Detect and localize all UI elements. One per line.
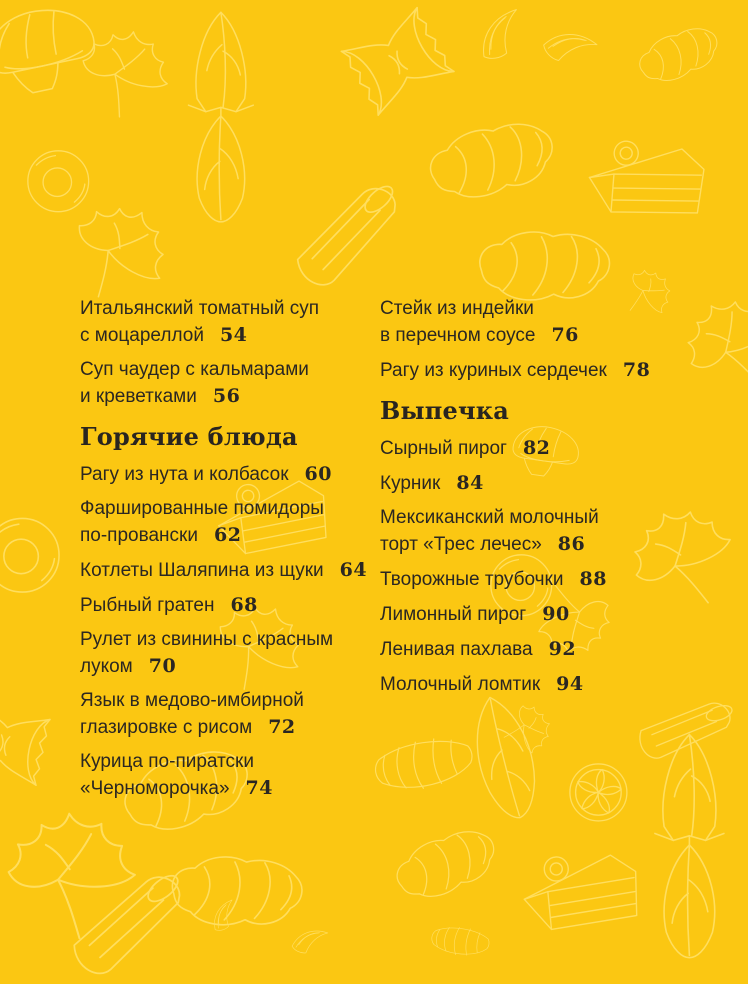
toc-section-soups: Итальянский томатный суп с моцареллой 54 … (80, 296, 376, 410)
gemelli-twist-illustration (476, 227, 613, 307)
section-heading: Горячие блюда (80, 422, 298, 451)
conchiglie-shell-illustration (371, 732, 477, 797)
toc-item-title: Творожные трубочки (380, 569, 564, 590)
toc-section-hot-dishes-continued: Стейк из индейки в перечном соусе 76 Рагу… (380, 296, 700, 384)
toc-item-page-number: 70 (148, 655, 177, 677)
toc-item: Итальянский томатный суп с моцареллой 54 (80, 296, 376, 349)
toc-item: Язык в медово-имбирной глазировке с рисо… (80, 688, 376, 741)
toc-item-page-number: 62 (213, 524, 242, 546)
toc-item-title: Мексиканский молочный (380, 507, 599, 528)
toc-item-title: Рагу из нута и колбасок (80, 464, 289, 485)
toc-item-title: «Черноморочка» (80, 778, 230, 799)
toc-section-baking: Выпечка Сырный пирог 82 Курник 84 Мексикан… (380, 396, 700, 698)
farfalle-illustration (340, 6, 455, 116)
olive-ring-illustration (27, 150, 90, 213)
toc-item: Мексиканский молочный торт «Трес лечес» 8… (380, 505, 700, 558)
cake-slice-illustration (585, 137, 707, 222)
toc-item-title: Язык в медово-имбирной (80, 690, 304, 711)
toc-item: Рыбный гратен 68 (80, 592, 376, 619)
olive-ring-illustration (0, 517, 60, 593)
toc-column-left: Итальянский томатный суп с моцареллой 54 … (80, 296, 376, 810)
toc-section-hot-dishes: Горячие блюда Рагу из нута и колбасок 60 … (80, 422, 376, 802)
gemelli-twist-illustration (389, 823, 504, 907)
toc-item-title: торт «Трес лечес» (380, 534, 542, 555)
leaf-crescent-illustration (540, 19, 598, 75)
toc-item-title: Сырный пирог (380, 438, 507, 459)
toc-item-title: в перечном соусе (380, 325, 536, 346)
farfalle-illustration (0, 702, 51, 786)
toc-item-page-number: 82 (522, 437, 551, 459)
toc-item-page-number: 90 (542, 603, 570, 625)
toc-item-page-number: 78 (622, 359, 651, 381)
toc-item-page-number: 72 (268, 716, 296, 738)
toc-item-title: глазировке с рисом (80, 717, 253, 738)
conchiglie-shell-illustration (429, 923, 492, 960)
toc-item: Суп чаудер с кальмарами и креветками 56 (80, 357, 376, 410)
toc-item: Курица по-пиратски «Черноморочка» 74 (80, 749, 376, 802)
toc-item-title: Курица по-пиратски (80, 751, 254, 772)
toc-item: Лимонный пирог 90 (380, 601, 700, 628)
toc-item-title: Молочный ломтик (380, 674, 541, 695)
toc-item-title: Итальянский томатный суп (80, 298, 320, 319)
toc-item-page-number: 76 (551, 324, 579, 346)
gemelli-twist-illustration (633, 22, 725, 89)
toc-item-page-number: 56 (212, 385, 241, 407)
toc-item: Рулет из свинины с красным луком 70 (80, 627, 376, 680)
toc-item: Фаршированные помидоры по-провански 62 (80, 496, 376, 549)
toc-item-title: Рагу из куриных сердечек (380, 360, 607, 381)
toc-item: Стейк из индейки в перечном соусе 76 (380, 296, 700, 349)
toc-item: Ленивая пахлава 92 (380, 636, 700, 663)
penne-illustration (294, 172, 399, 293)
toc-item: Курник 84 (380, 470, 700, 497)
toc-item-title: Стейк из индейки (380, 298, 534, 319)
toc-item: Котлеты Шаляпина из щуки 64 (80, 557, 376, 584)
toc-item-title: Фаршированные помидоры (80, 498, 324, 519)
basil-leaf-illustration (463, 690, 546, 825)
toc-item: Рагу из куриных сердечек 78 (380, 357, 700, 384)
toc-item-page-number: 54 (219, 324, 248, 346)
caramella-pasta-illustration (187, 11, 255, 223)
leaf-crescent-illustration (290, 924, 329, 959)
parsley-leaf-illustration (77, 26, 173, 123)
toc-item-page-number: 94 (556, 673, 584, 695)
penne-illustration (69, 855, 186, 984)
toc-item-title: Лимонный пирог (380, 604, 527, 625)
gemelli-twist-illustration (167, 850, 306, 934)
caramella-pasta-illustration (654, 733, 725, 959)
gemelli-twist-illustration (424, 117, 560, 205)
toc-item-title: Рыбный гратен (80, 595, 215, 616)
toc-item-title: Суп чаудер с кальмарами (80, 359, 309, 380)
toc-item-page-number: 92 (548, 638, 577, 660)
toc-item-title: и креветками (80, 386, 197, 407)
mushroom-illustration (0, 0, 103, 101)
toc-column-right: Стейк из индейки в перечном соусе 76 Рагу… (380, 296, 700, 706)
toc-item: Молочный ломтик 94 (380, 671, 700, 698)
toc-item: Сырный пирог 82 (380, 435, 700, 462)
leaf-crescent-illustration (206, 899, 243, 934)
parsley-leaf-illustration (0, 804, 144, 948)
section-heading: Выпечка (380, 396, 510, 425)
toc-item-page-number: 86 (557, 533, 586, 555)
tomato-slice-illustration (569, 763, 628, 822)
toc-item-title: Рулет из свинины с красным (80, 629, 334, 650)
toc-item-page-number: 64 (339, 559, 368, 581)
toc-item-page-number: 88 (579, 568, 607, 590)
toc-item-page-number: 84 (456, 472, 484, 494)
toc-item-page-number: 68 (230, 594, 258, 616)
toc-item-title: с моцареллой (80, 325, 204, 346)
toc-item: Творожные трубочки 88 (380, 566, 700, 593)
toc-item-page-number: 74 (245, 777, 273, 799)
toc-item-page-number: 60 (304, 463, 332, 485)
toc-item: Рагу из нута и колбасок 60 (80, 461, 376, 488)
toc-item-title: по-провански (80, 525, 198, 546)
toc-item-title: луком (80, 656, 133, 677)
toc-item-title: Ленивая пахлава (380, 639, 533, 660)
toc-item-title: Курник (380, 473, 441, 494)
leaf-crescent-illustration (472, 9, 531, 63)
toc-item-title: Котлеты Шаляпина из щуки (80, 560, 324, 581)
cake-slice-illustration (520, 850, 640, 932)
